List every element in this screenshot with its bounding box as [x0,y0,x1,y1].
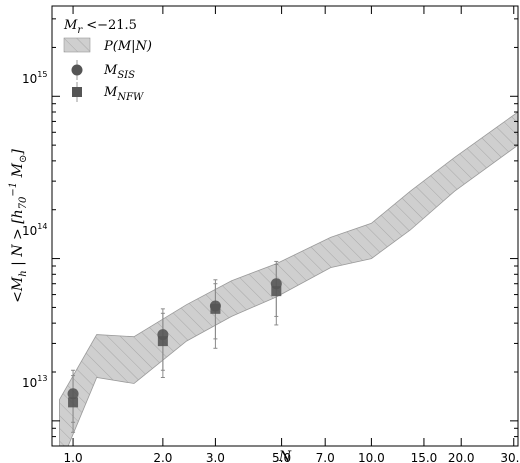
x-tick-label-2: 3.0 [206,451,225,463]
point-sis-0 [67,388,79,400]
band-layer [59,111,518,446]
x-tick-label-4: 7.0 [316,451,335,463]
x-tick-label-8: 30.0 [500,451,520,463]
x-tick-labels: 1.0 2.0 3.0 5.0 7.0 10.0 15.0 20.0 30.0 [64,451,520,463]
legend-label-sis: MSIS [103,63,135,81]
legend-swatch-band [63,37,91,53]
point-nfw-1 [157,336,168,347]
point-sis-1 [157,329,169,341]
point-sis-2 [209,300,221,312]
point-nfw-0 [68,397,79,408]
tick-layer [52,6,518,447]
point-sis-3 [270,278,282,290]
point-nfw-3 [271,286,282,297]
band-pmn [59,111,518,446]
x-tick-label-0: 1.0 [64,451,83,463]
y-axis-label: <Mh | N > [h70−1 M⊙] [8,149,29,303]
y-tick-label-1e15: 1015 [22,70,47,86]
legend: P(M|N) MSIS MNFW [63,37,152,103]
x-axis-label: N [278,449,292,463]
plot-frame [51,5,519,447]
legend-marker-nfw [72,87,82,97]
legend-marker-sis [71,64,83,76]
x-tick-label-3: 5.0 [272,451,291,463]
x-tick-label-5: 10.0 [358,451,385,463]
x-tick-label-7: 20.0 [448,451,475,463]
x-tick-label-1: 2.0 [153,451,172,463]
sample-annotation: Mr <−21.5 [63,18,137,36]
marker-layer [67,278,282,408]
legend-label-band: P(M|N) [103,39,152,54]
y-tick-label-1e13: 1013 [22,374,47,390]
x-tick-label-6: 15.0 [411,451,438,463]
legend-label-nfw: MNFW [103,85,144,103]
